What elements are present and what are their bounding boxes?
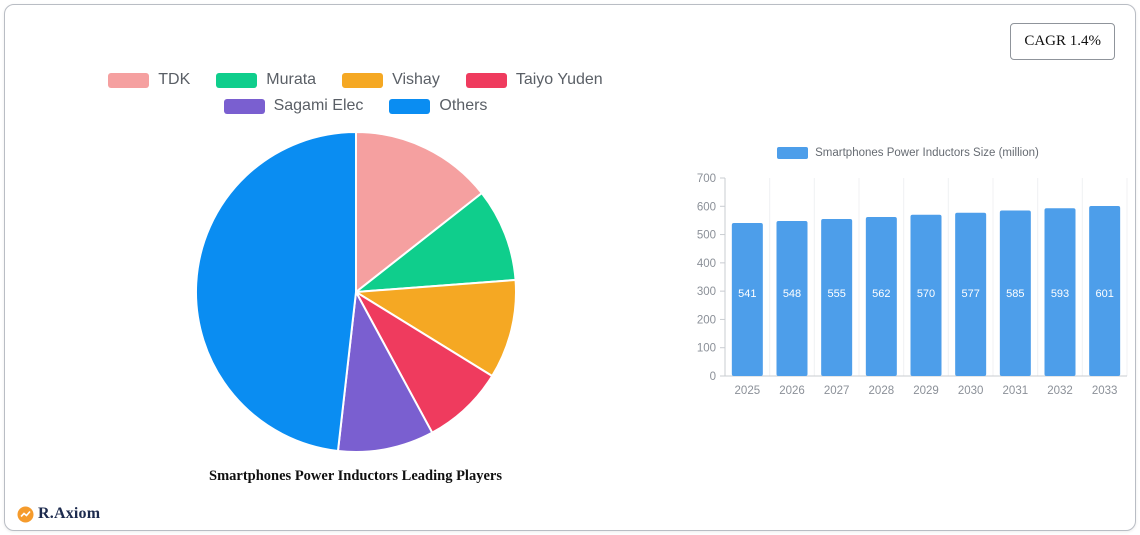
x-category-label: 2030 xyxy=(958,385,984,397)
bar-2028 xyxy=(865,217,897,376)
report-card: CAGR 1.4% TDK Murata Vishay Taiyo Yuden Saga… xyxy=(4,4,1136,531)
bar-2033 xyxy=(1089,206,1121,376)
bar-2030 xyxy=(955,212,987,376)
legend-item-others[interactable]: Others xyxy=(389,97,487,115)
legend-swatch xyxy=(465,72,507,88)
logo-icon xyxy=(17,506,34,522)
legend-item-taiyo-yuden[interactable]: Taiyo Yuden xyxy=(465,71,603,89)
pie-slice-others xyxy=(194,131,357,452)
pie-chart-panel: TDK Murata Vishay Taiyo Yuden Sagami Elec Oth… xyxy=(43,71,668,485)
y-tick-label: 300 xyxy=(697,286,716,298)
bar-chart: 0 100 200 300 400 500 600 700 541 2025 548 2026 555 2… xyxy=(697,173,1128,397)
legend-swatch xyxy=(108,72,150,88)
legend-swatch xyxy=(216,72,258,88)
pie-slice-sagami-elec xyxy=(336,291,433,453)
x-category-label: 2026 xyxy=(779,385,805,397)
y-tick-label: 500 xyxy=(697,230,716,242)
bar-value-label: 555 xyxy=(827,288,845,300)
bar-2025 xyxy=(731,222,763,376)
cagr-badge: CAGR 1.4% xyxy=(1010,23,1115,60)
legend-label: Others xyxy=(439,97,488,114)
bar-value-label: 577 xyxy=(961,288,979,300)
brand-logo: R.Axiom xyxy=(17,505,100,523)
y-tick-label: 100 xyxy=(697,343,716,355)
bar-2026 xyxy=(776,220,808,376)
pie-slice-tdk xyxy=(354,131,483,293)
bar-value-label: 548 xyxy=(783,288,801,300)
legend-item-murata[interactable]: Murata xyxy=(216,71,316,89)
bar-value-label: 601 xyxy=(1095,288,1113,300)
bar-2031 xyxy=(999,210,1031,376)
x-category-label: 2028 xyxy=(869,385,895,397)
y-tick-label: 600 xyxy=(697,201,716,213)
legend-label: TDK xyxy=(158,71,191,88)
legend-swatch xyxy=(342,72,384,88)
y-tick-label: 700 xyxy=(697,173,716,185)
bar-legend-label: Smartphones Power Inductors Size (millio… xyxy=(815,147,1039,159)
bar-chart-panel: Smartphones Power Inductors Size (millio… xyxy=(683,147,1133,419)
legend-label: Vishay xyxy=(392,71,440,88)
pie-chart xyxy=(194,131,517,453)
logo-text: R.Axiom xyxy=(38,505,101,522)
bar-value-label: 562 xyxy=(872,288,890,300)
y-tick-label: 200 xyxy=(697,314,716,326)
x-category-label: 2032 xyxy=(1047,385,1073,397)
bar-2032 xyxy=(1044,208,1076,376)
x-category-label: 2029 xyxy=(913,385,939,397)
x-category-label: 2027 xyxy=(824,385,850,397)
pie-legend: TDK Murata Vishay Taiyo Yuden Sagami Elec Oth… xyxy=(86,71,626,115)
legend-swatch xyxy=(389,98,431,114)
y-tick-label: 400 xyxy=(697,258,716,270)
bar-value-label: 541 xyxy=(738,288,756,300)
x-category-label: 2025 xyxy=(735,385,761,397)
bar-2027 xyxy=(821,219,853,376)
pie-slice-vishay xyxy=(354,278,517,378)
legend-label: Murata xyxy=(266,71,317,88)
legend-item-vishay[interactable]: Vishay xyxy=(342,71,440,89)
bar-2029 xyxy=(910,214,942,376)
pie-slice-murata xyxy=(354,192,517,293)
legend-item-tdk[interactable]: TDK xyxy=(108,71,190,89)
pie-chart-title: Smartphones Power Inductors Leading Play… xyxy=(209,468,502,484)
bar-value-label: 585 xyxy=(1006,288,1024,300)
legend-item-sagami-elec[interactable]: Sagami Elec xyxy=(223,97,364,115)
bar-value-label: 593 xyxy=(1051,288,1069,300)
legend-swatch xyxy=(223,98,265,114)
legend-label: Taiyo Yuden xyxy=(515,71,603,88)
y-tick-label: 0 xyxy=(710,371,716,383)
x-category-label: 2033 xyxy=(1092,385,1118,397)
x-category-label: 2031 xyxy=(1003,385,1029,397)
legend-label: Sagami Elec xyxy=(273,97,364,114)
bar-chart-legend[interactable]: Smartphones Power Inductors Size (millio… xyxy=(683,147,1133,159)
bar-legend-swatch xyxy=(777,147,809,159)
bar-value-label: 570 xyxy=(917,288,935,300)
